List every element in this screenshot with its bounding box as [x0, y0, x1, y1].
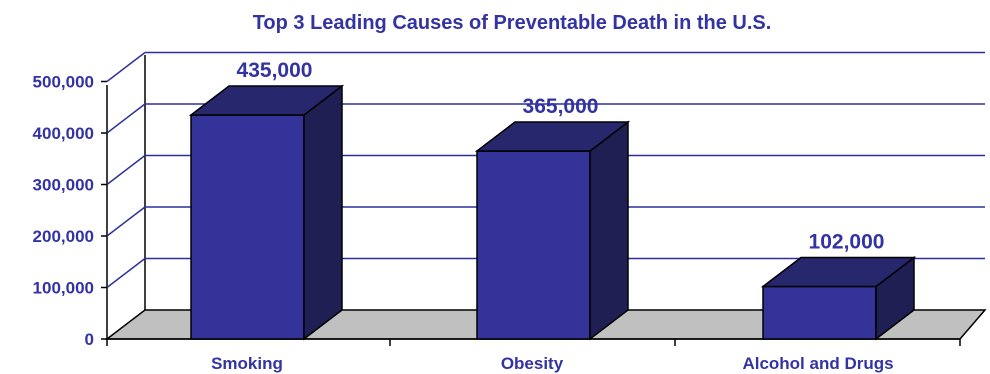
bar-side-face — [303, 84, 343, 341]
bar-top-face — [760, 256, 917, 288]
gridline-side — [106, 154, 146, 186]
y-axis-ticks: 0 100,000 200,000 300,000 400,000 500,000 — [33, 73, 961, 349]
x-category-label: Alcohol and Drugs — [742, 354, 893, 373]
bar — [188, 84, 345, 341]
bar-top-face — [474, 121, 631, 152]
data-labels: 435,000 365,000 102,000 — [237, 59, 885, 253]
y-tick-label: 200,000 — [33, 227, 94, 246]
y-tick-label: 500,000 — [33, 73, 94, 92]
chart-title: Top 3 Leading Causes of Preventable Deat… — [253, 12, 772, 34]
bar-side-face — [589, 120, 629, 341]
y-tick-label: 0 — [85, 330, 94, 349]
y-tick-label: 300,000 — [33, 176, 94, 195]
data-label: 365,000 — [523, 95, 599, 118]
bar-top-face — [188, 85, 345, 116]
bar-front-face — [190, 114, 305, 340]
gridline-side — [106, 51, 146, 83]
y-tick-label: 400,000 — [33, 124, 94, 143]
x-axis-labels: Smoking Obesity Alcohol and Drugs — [211, 354, 893, 373]
bars — [188, 84, 917, 341]
bar — [760, 255, 917, 341]
gridline-side — [106, 257, 146, 289]
bar — [474, 120, 631, 341]
data-label: 435,000 — [237, 59, 313, 82]
bar-front-face — [762, 285, 877, 340]
y-tick-label: 100,000 — [33, 279, 94, 298]
data-label: 102,000 — [809, 230, 885, 253]
x-category-label: Smoking — [211, 354, 283, 373]
x-category-label: Obesity — [501, 354, 564, 373]
gridline-side — [106, 206, 146, 237]
bar-front-face — [476, 150, 591, 340]
gridline-side — [106, 103, 146, 134]
